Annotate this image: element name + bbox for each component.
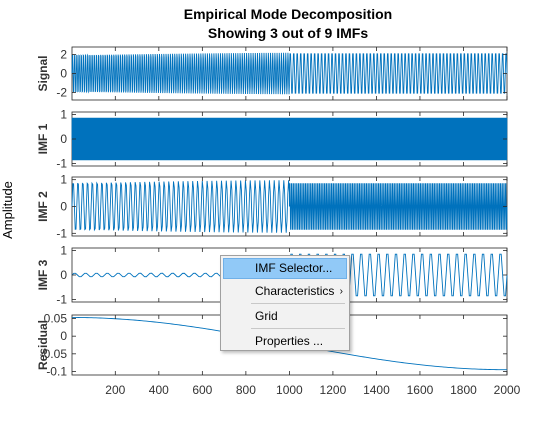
imf-selector-label: IMF Selector... [255,261,333,275]
x-tick-label: 2000 [494,383,521,397]
context-menu: IMF Selector... Characteristics › Grid P… [220,255,350,351]
grid-label: Grid [255,309,278,323]
y-tick-label: -0.05 [40,347,68,361]
y-tick-label: 0 [60,329,67,343]
series-line-imf-1 [71,117,508,161]
x-tick-label: 1200 [320,383,347,397]
y-tick-label: 1 [60,107,67,121]
panel-label-residual: Residual [36,320,50,370]
characteristics-menu-item[interactable]: Characteristics › [223,281,347,302]
y-tick-label: -0.1 [46,364,67,378]
panel-label-imf-3: IMF 3 [36,259,50,290]
imf-selector-menu-item[interactable]: IMF Selector... [223,258,347,279]
series-line-signal [71,52,508,95]
y-tick-label: 0 [60,200,67,214]
grid-menu-item[interactable]: Grid [223,306,347,327]
y-tick-label: 1 [60,243,67,257]
submenu-arrow-icon: › [339,286,343,297]
y-tick-label: 1 [60,173,67,187]
y-tick-label: -1 [56,293,67,307]
x-tick-label: 800 [236,383,256,397]
properties-label: Properties ... [255,334,324,348]
characteristics-label: Characteristics [255,284,335,298]
y-tick-label: 0 [60,268,67,282]
x-tick-label: 1400 [363,383,390,397]
x-tick-label: 400 [149,383,169,397]
x-tick-label: 1000 [276,383,303,397]
panel-imf-1: 1 0 -1 IMF 1 [36,107,508,171]
y-tick-label: 0 [60,67,67,81]
y-tick-label: -1 [56,157,67,171]
panel-imf-2: 1 0 -1 IMF 2 [36,173,508,240]
y-tick-label: -2 [56,85,67,99]
y-tick-label: -1 [56,226,67,240]
x-tick-label: 200 [105,383,125,397]
panel-label-imf-1: IMF 1 [36,123,50,154]
menu-separator [251,303,345,304]
y-tick-label: 0.05 [44,312,68,326]
series-line-imf-2 [71,180,508,233]
panel-label-imf-2: IMF 2 [36,191,50,222]
properties-menu-item[interactable]: Properties ... [223,331,347,352]
menu-separator [251,328,345,329]
x-tick-label: 1800 [450,383,477,397]
x-axis-ticks: 200 400 600 800 1000 1200 1400 1600 1800 2000 [105,383,520,397]
y-tick-label: 0 [60,132,67,146]
y-tick-label: 2 [60,48,67,62]
amplitude-label: Amplitude [0,181,15,239]
panel-signal: 2 0 -2 Signal [36,46,508,101]
x-tick-label: 600 [192,383,212,397]
x-tick-label: 1600 [407,383,434,397]
chart-title: Empirical Mode Decomposition [184,6,392,22]
panel-label-signal: Signal [36,55,50,91]
chart-subtitle: Showing 3 out of 9 IMFs [208,25,368,41]
